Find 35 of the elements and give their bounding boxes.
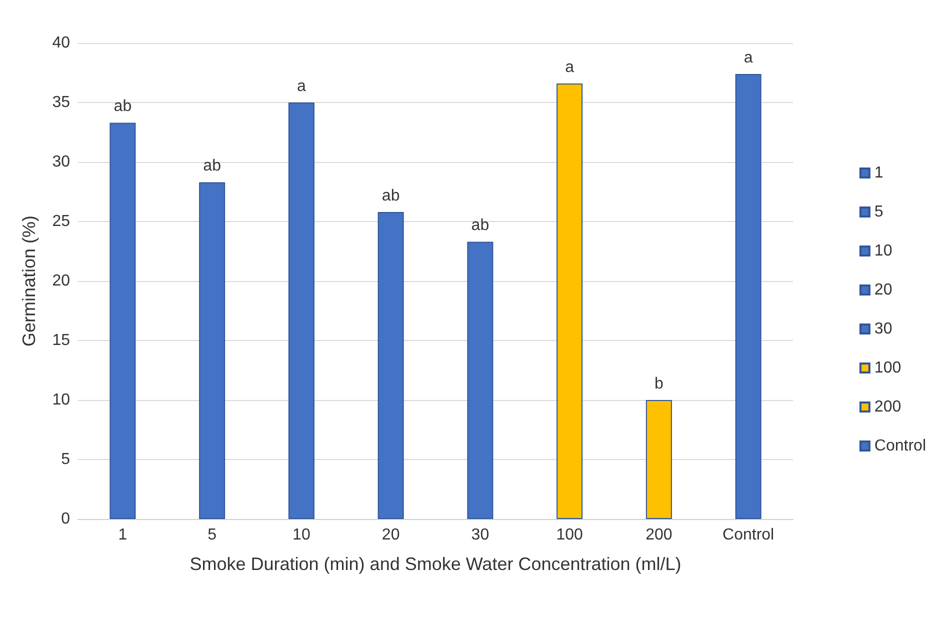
y-tick-label: 0 [61, 510, 70, 528]
annotation: ab [114, 98, 132, 116]
x-tick-label: 100 [556, 526, 584, 544]
x-tick-label: 1 [118, 526, 128, 544]
x-tick-label: 5 [208, 526, 217, 544]
y-tick-label: 35 [52, 94, 70, 111]
legend-label: 200 [874, 398, 902, 416]
annotation: ab [471, 217, 490, 234]
y-tick-label: 30 [52, 154, 70, 170]
legend-label: 1 [874, 164, 884, 182]
legend-label: Control [874, 438, 926, 454]
y-axis-title: Germination (%) [19, 215, 39, 347]
annotation: a [296, 78, 306, 95]
y-tick-label: 25 [52, 213, 70, 230]
y-tick-label: 20 [52, 272, 70, 290]
x-tick-label: 20 [382, 526, 400, 544]
legend-label: 5 [874, 204, 884, 220]
legend-label: 20 [874, 282, 892, 298]
legend-label: 10 [874, 242, 892, 260]
x-tick-label: 200 [646, 526, 672, 544]
annotation: b [654, 376, 664, 392]
x-axis-title: Smoke Duration (min) and Smoke Water Concentration (ml/L) [190, 554, 682, 574]
legend-label: 30 [874, 320, 892, 338]
annotation: ab [203, 158, 222, 175]
y-tick-label: 40 [52, 34, 70, 52]
annotation: ab [382, 187, 400, 204]
annotation: a [744, 49, 753, 66]
y-tick-label: 10 [52, 392, 70, 408]
y-tick-label: 15 [52, 332, 70, 349]
legend-label: 100 [874, 360, 902, 376]
y-tick-label: 5 [61, 451, 70, 468]
annotation: a [565, 58, 574, 76]
x-tick-label: Control [722, 526, 774, 544]
x-tick-label: 30 [471, 526, 490, 544]
x-tick-label: 10 [292, 526, 310, 544]
